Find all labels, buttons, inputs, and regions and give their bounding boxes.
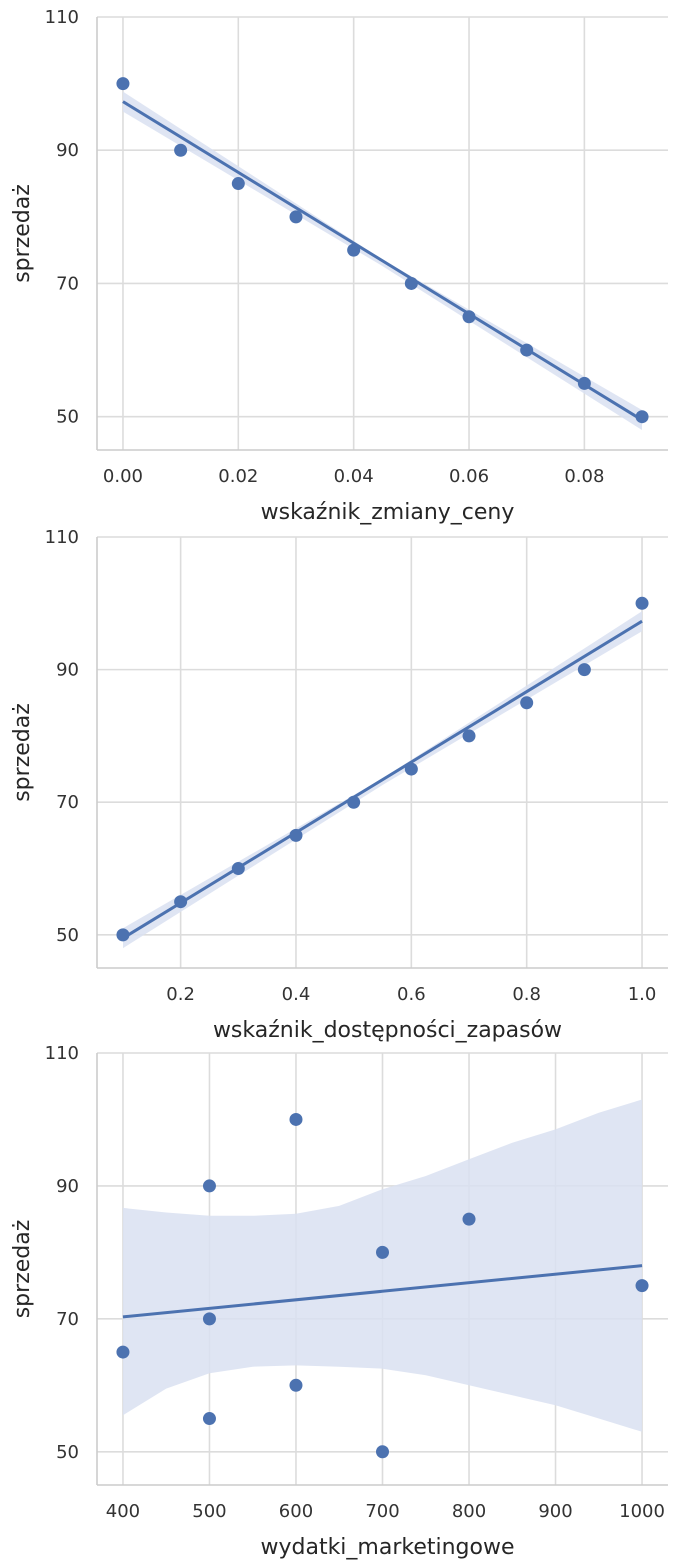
data-point	[231, 862, 245, 876]
x-tick-label: 0.8	[512, 984, 541, 1005]
data-point	[174, 143, 188, 157]
data-point	[231, 177, 245, 191]
x-axis-label: wskaźnik_dostępności_zapasów	[213, 1018, 562, 1043]
x-axis-label: wydatki_marketingowe	[260, 1535, 514, 1560]
data-point	[116, 928, 130, 942]
y-tick-label: 90	[56, 140, 79, 161]
data-point	[462, 310, 476, 324]
data-point	[289, 1112, 303, 1126]
data-point	[404, 762, 418, 776]
data-point	[462, 1212, 476, 1226]
data-point	[376, 1245, 389, 1259]
data-point	[116, 1345, 130, 1359]
data-point	[635, 596, 649, 610]
data-point	[404, 276, 418, 290]
x-tick-label: 600	[279, 1501, 313, 1522]
data-point	[289, 210, 303, 224]
y-axis-label: sprzedaż	[10, 184, 35, 283]
y-tick-label: 70	[56, 792, 79, 813]
data-point	[347, 243, 361, 257]
x-tick-label: 0.00	[103, 466, 143, 487]
y-axis-label: sprzedaż	[10, 1220, 35, 1319]
regression-line	[122, 619, 643, 940]
regression-line	[122, 1264, 643, 1319]
y-tick-label: 70	[56, 1309, 79, 1330]
x-tick-label: 500	[192, 1501, 226, 1522]
data-point	[376, 1445, 389, 1459]
chart-panel-3: 400 500 600 700 800 900 1000 50 70 90 110 wydatki_m…	[10, 1043, 668, 1560]
confidence-band	[123, 1099, 642, 1432]
x-tick-label: 0.08	[564, 466, 604, 487]
chart-panel-1: 0.00 0.02 0.04 0.06 0.08 50 70 90 110 wskaźnik_zm…	[10, 7, 668, 525]
chart-panel-2: 0.2 0.4 0.6 0.8 1.0 50 70 90 110 wskaźnik_dostępn…	[10, 527, 668, 1043]
data-point	[577, 376, 591, 390]
x-tick-label: 0.02	[218, 466, 258, 487]
y-tick-label: 50	[56, 1442, 79, 1463]
x-tick-label: 1000	[619, 1501, 665, 1522]
data-point	[202, 1412, 216, 1426]
y-tick-label: 110	[45, 527, 79, 548]
data-point	[202, 1312, 216, 1326]
x-axis-label: wskaźnik_zmiany_ceny	[261, 500, 515, 525]
data-point	[174, 895, 188, 909]
y-tick-label: 110	[45, 1043, 79, 1064]
x-tick-label: 800	[452, 1501, 486, 1522]
x-tick-label: 700	[365, 1501, 399, 1522]
x-tick-label: 900	[538, 1501, 572, 1522]
y-tick-label: 50	[56, 407, 79, 428]
x-tick-label: 400	[106, 1501, 140, 1522]
y-axis-label: sprzedaż	[10, 703, 35, 802]
data-point	[635, 410, 649, 424]
data-point	[462, 729, 476, 743]
data-point	[289, 1378, 303, 1392]
y-tick-label: 110	[45, 7, 79, 28]
data-point	[289, 828, 303, 842]
x-tick-label: 0.4	[282, 984, 311, 1005]
x-tick-label: 0.04	[334, 466, 374, 487]
data-point	[577, 663, 591, 677]
data-point	[520, 696, 534, 710]
y-tick-label: 70	[56, 273, 79, 294]
regression-line	[122, 100, 643, 422]
x-tick-label: 0.6	[397, 984, 426, 1005]
data-point	[116, 77, 130, 91]
x-tick-label: 0.06	[449, 466, 489, 487]
data-point	[202, 1179, 216, 1193]
data-point	[635, 1279, 649, 1293]
y-tick-label: 90	[56, 1176, 79, 1197]
x-tick-label: 1.0	[628, 984, 657, 1005]
data-point	[520, 343, 534, 357]
x-tick-label: 0.2	[166, 984, 195, 1005]
y-tick-label: 50	[56, 925, 79, 946]
y-tick-label: 90	[56, 660, 79, 681]
data-point	[347, 795, 361, 809]
